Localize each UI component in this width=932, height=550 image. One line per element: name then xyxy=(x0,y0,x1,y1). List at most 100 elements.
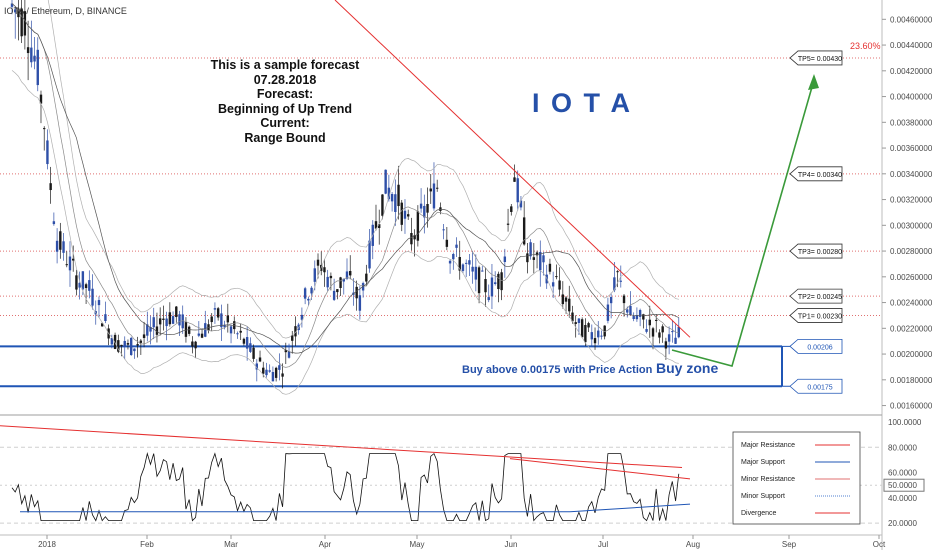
x-tick-label: Sep xyxy=(782,540,797,549)
target-callout[interactable]: TP4= 0.00340 xyxy=(789,166,843,182)
candle-body xyxy=(165,318,168,327)
candle xyxy=(281,363,284,389)
candle-body xyxy=(677,326,680,338)
forecast-line: Range Bound xyxy=(244,130,326,145)
callout-box xyxy=(789,378,843,394)
candle xyxy=(287,343,291,359)
x-tick-label: Aug xyxy=(686,540,700,549)
candle xyxy=(294,316,297,347)
candle-body xyxy=(307,298,310,301)
y-tick-label: 0.00460000 xyxy=(890,15,932,24)
candle-body xyxy=(361,283,365,291)
candle-body xyxy=(564,297,568,302)
candle xyxy=(597,321,600,345)
candle xyxy=(313,260,316,291)
candle-body xyxy=(78,282,81,288)
candle xyxy=(481,266,484,272)
y-tick-label: 0.00400000 xyxy=(890,93,932,102)
candle-body xyxy=(258,357,262,362)
candle xyxy=(307,296,310,306)
candle-body xyxy=(522,217,526,245)
candle xyxy=(361,281,365,298)
candle xyxy=(487,284,490,303)
target-callout[interactable]: TP5= 0.00430 xyxy=(789,50,843,66)
candle xyxy=(300,307,304,328)
candle xyxy=(149,315,152,345)
candle-body xyxy=(419,203,423,209)
candle-body xyxy=(220,313,223,328)
support-callout[interactable]: 0.00206 xyxy=(789,338,843,354)
candle-body xyxy=(481,270,484,272)
candle xyxy=(522,201,526,246)
candle-body xyxy=(374,221,378,229)
candle xyxy=(72,245,75,272)
candle-body xyxy=(23,11,27,36)
target-label: TP5= 0.00430 xyxy=(798,56,842,63)
candle-body xyxy=(435,187,439,189)
candle-body xyxy=(551,282,555,287)
target-callout[interactable]: TP2= 0.00245 xyxy=(789,288,843,304)
candle-body xyxy=(603,325,606,337)
candle xyxy=(226,303,230,333)
support-callout[interactable]: 0.00175 xyxy=(789,378,843,394)
candle xyxy=(345,258,349,281)
candle xyxy=(510,204,513,216)
target-callout[interactable]: TP3= 0.00280 xyxy=(789,243,843,259)
candle xyxy=(181,305,184,334)
candle xyxy=(648,305,651,338)
osc-value-tag xyxy=(883,478,925,492)
forecast-line: Beginning of Up Trend xyxy=(217,101,352,116)
candle xyxy=(642,313,645,329)
candle xyxy=(500,268,503,301)
candle xyxy=(220,304,223,341)
x-tick-label: Feb xyxy=(140,540,154,549)
candle-body xyxy=(445,239,449,247)
candle-body xyxy=(236,333,239,335)
candle xyxy=(204,310,207,338)
candle-body xyxy=(471,266,474,272)
candle-body xyxy=(249,343,252,352)
candle-body xyxy=(142,334,146,338)
candle xyxy=(535,250,539,269)
candle-body xyxy=(113,334,117,350)
y-tick-label: 0.00340000 xyxy=(890,170,932,179)
target-callout[interactable]: TP1= 0.00230 xyxy=(789,308,843,323)
candle-body xyxy=(68,256,72,271)
candle-body xyxy=(10,3,14,7)
candle xyxy=(339,276,342,297)
x-tick-label: Jun xyxy=(505,540,518,549)
osc-tick-label: 20.0000 xyxy=(888,519,917,528)
candle-body xyxy=(242,338,246,344)
candle-body xyxy=(661,326,664,333)
candle xyxy=(526,243,529,274)
candle xyxy=(593,327,597,350)
candle xyxy=(146,311,149,342)
candle xyxy=(252,344,255,362)
target-label: TP1= 0.00230 xyxy=(798,313,842,320)
candle-body xyxy=(126,343,130,345)
candle-body xyxy=(597,330,600,338)
candle-body xyxy=(33,55,36,62)
candle xyxy=(558,267,561,297)
candle xyxy=(14,6,17,39)
y-tick-label: 0.00300000 xyxy=(890,221,932,230)
candle xyxy=(645,319,648,334)
candle xyxy=(336,289,339,300)
osc-major-resistance xyxy=(0,425,683,469)
buy-note: Buy above 0.00175 with Price Action xyxy=(462,364,653,376)
candle-body xyxy=(477,267,481,294)
candle-body xyxy=(207,324,210,331)
candle-body xyxy=(619,280,622,282)
candle-body xyxy=(323,267,326,273)
candle xyxy=(210,313,213,332)
candle xyxy=(410,217,413,251)
candle xyxy=(65,251,68,268)
candle xyxy=(497,271,500,303)
bollinger-upper xyxy=(47,0,679,339)
candle-body xyxy=(287,351,291,358)
candle xyxy=(265,362,268,378)
candle-body xyxy=(664,341,668,349)
candle-body xyxy=(526,253,529,263)
candle xyxy=(113,332,117,350)
